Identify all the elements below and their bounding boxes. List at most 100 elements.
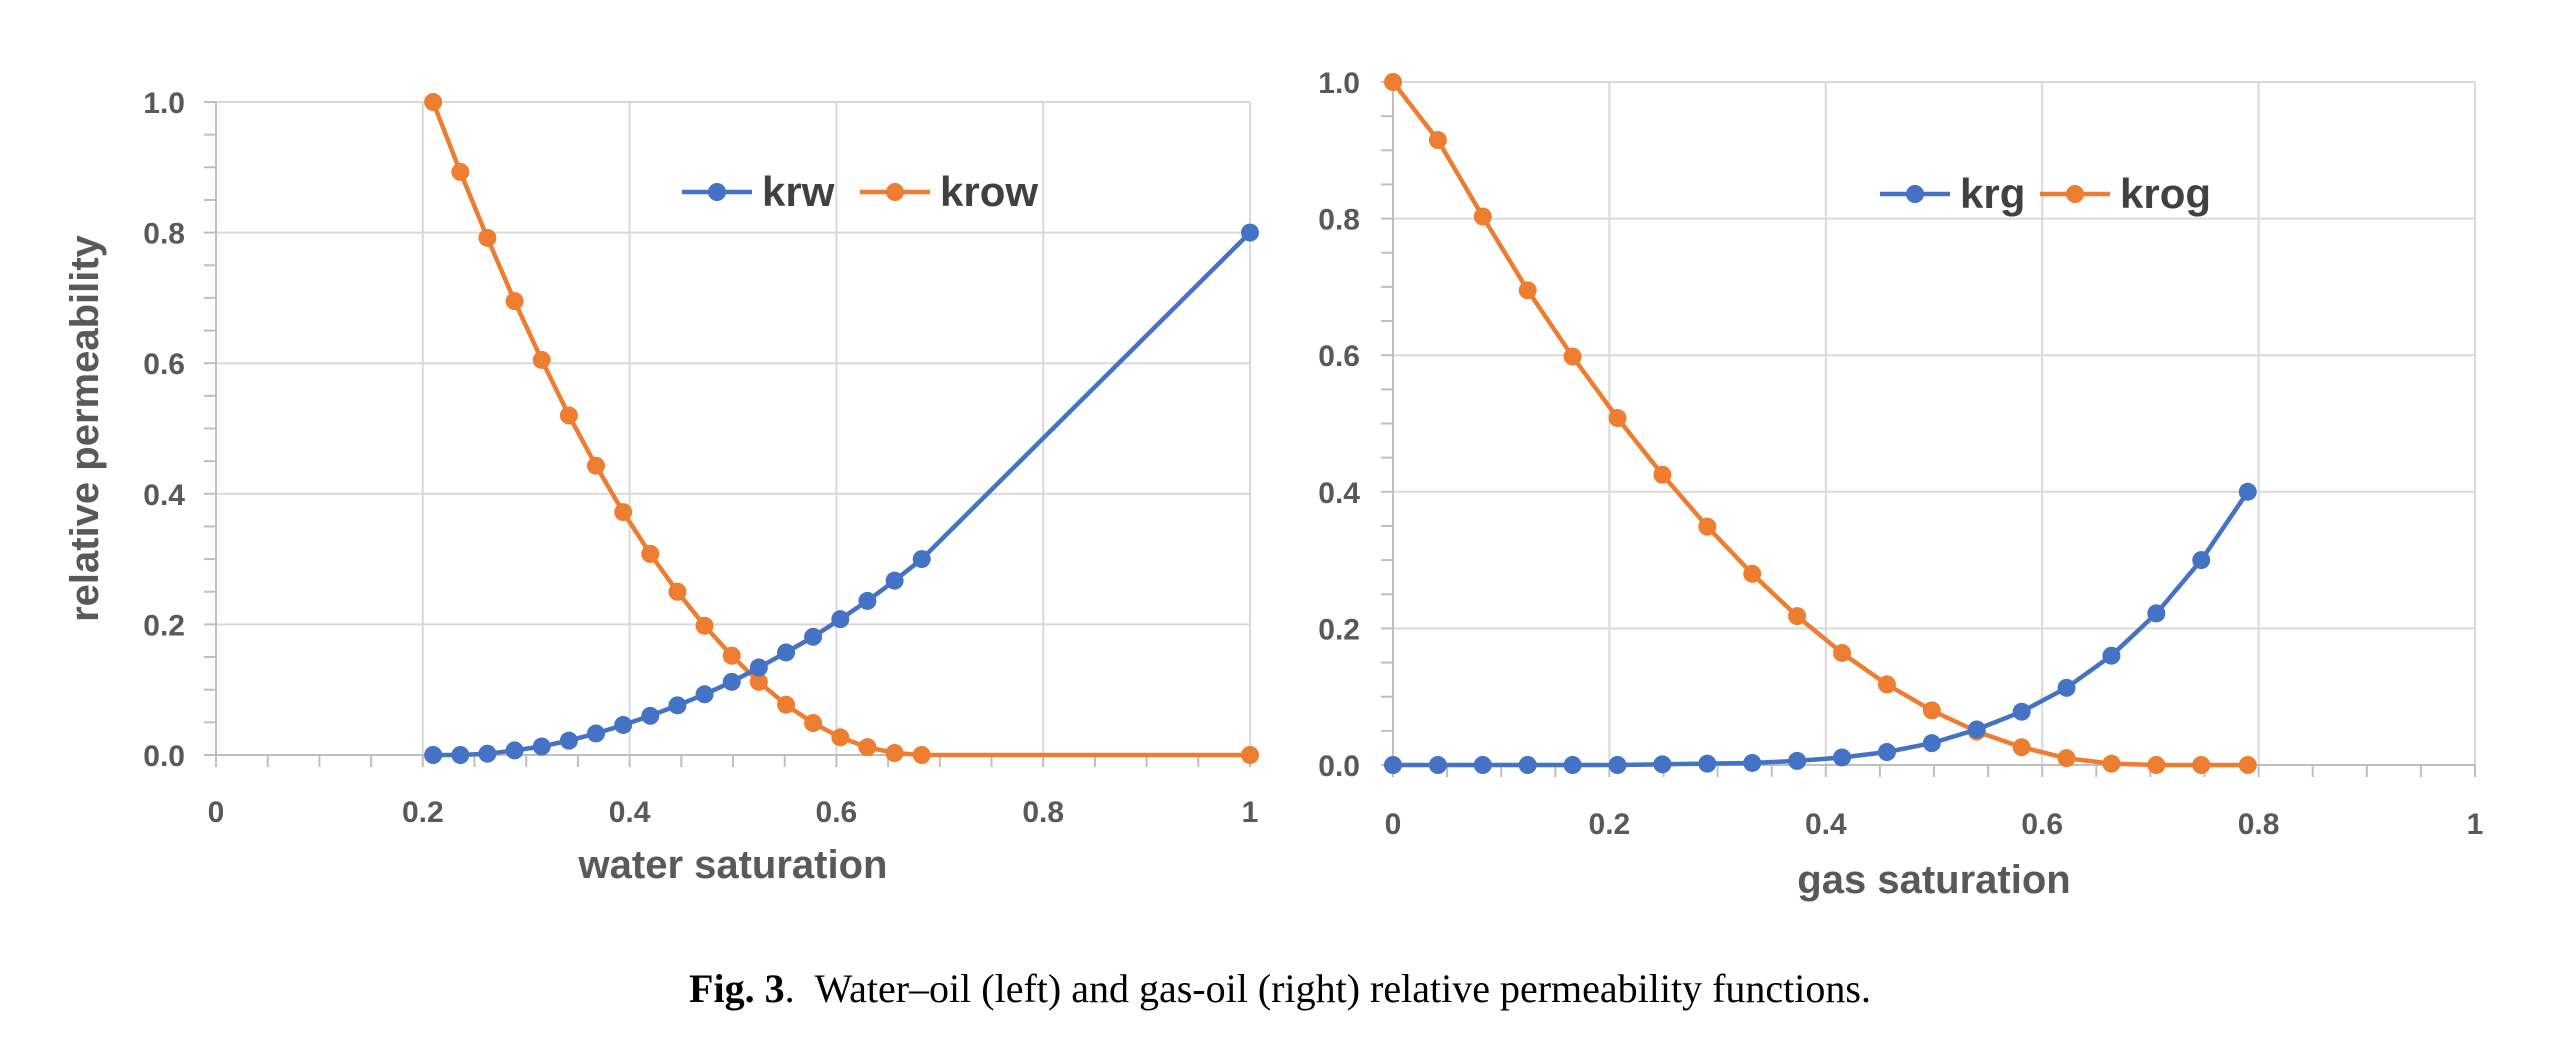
x-tick-label: 0.8 [2238, 808, 2280, 841]
data-point-krow [831, 728, 850, 747]
data-point-krw [559, 731, 578, 750]
x-tick-label: 0.6 [2021, 808, 2063, 841]
data-point-krw [885, 571, 904, 590]
x-tick-label: 0.8 [1022, 796, 1064, 829]
data-point-krog [2012, 738, 2031, 757]
data-point-krg [2012, 702, 2031, 721]
data-point-krog [1698, 517, 1717, 536]
data-point-krog [2102, 754, 2121, 773]
y-tick-label: 0.6 [143, 348, 185, 381]
y-tick-label: 0.0 [1318, 750, 1360, 783]
data-point-krw [505, 741, 524, 760]
data-point-krow [695, 616, 714, 635]
data-point-krw [912, 550, 931, 569]
data-point-krog [1788, 607, 1807, 626]
data-point-krog [1922, 701, 1941, 720]
data-point-krog [1877, 675, 1896, 694]
y-tick-label: 0.2 [1318, 613, 1360, 646]
data-point-krw [804, 627, 823, 646]
legend-marker-krw [708, 183, 726, 201]
legend-label-krog: krog [2120, 170, 2211, 217]
y-tick-label: 0.8 [143, 218, 185, 251]
data-point-krw [668, 696, 687, 715]
y-axis-title: relative permeability [63, 234, 107, 622]
data-point-krow [858, 738, 877, 757]
y-tick-label: 0.4 [143, 479, 185, 512]
y-tick-label: 1.0 [143, 87, 185, 120]
data-point-krog [1473, 207, 1492, 226]
data-point-krog [1518, 281, 1537, 300]
data-point-krw [777, 643, 796, 662]
data-point-krog [1653, 465, 1672, 484]
data-point-krg [1743, 753, 1762, 772]
data-point-krw [478, 744, 497, 763]
data-point-krog [1563, 347, 1582, 366]
x-tick-label: 0.4 [1805, 808, 1847, 841]
data-point-krg [1833, 748, 1852, 767]
y-tick-label: 0.6 [1318, 340, 1360, 373]
data-point-krw [695, 685, 714, 704]
x-tick-label: 1 [1242, 796, 1259, 829]
data-point-krw [641, 706, 660, 725]
data-point-krog [1743, 564, 1762, 583]
legend-marker-krog [2066, 185, 2084, 203]
data-point-krg [2238, 482, 2257, 501]
legend-label-krow: krow [940, 168, 1038, 215]
data-point-krow [614, 503, 633, 522]
data-point-krg [1563, 756, 1582, 774]
x-axis-title: water saturation [578, 843, 888, 887]
y-tick-label: 1.0 [1318, 67, 1360, 100]
x-tick-label: 0.6 [816, 796, 858, 829]
data-point-krog [1384, 73, 1402, 91]
caption-label: Fig. 3 [689, 966, 785, 1011]
data-point-krw [1241, 223, 1259, 242]
data-point-krg [1877, 743, 1896, 762]
data-point-krw [586, 724, 605, 743]
data-point-krow [722, 646, 741, 665]
data-point-krow [586, 456, 605, 475]
data-point-krog [2238, 756, 2257, 774]
data-point-krg [1608, 756, 1627, 774]
data-point-krog [2057, 749, 2076, 768]
data-point-krow [804, 714, 823, 733]
legend-marker-krow [886, 183, 904, 201]
data-point-krg [1473, 756, 1492, 774]
data-point-krow [451, 162, 470, 181]
data-point-krow [749, 672, 768, 691]
y-tick-label: 0.2 [143, 609, 185, 642]
data-point-krog [1833, 643, 1852, 662]
data-point-krow [885, 744, 904, 763]
data-point-krow [641, 544, 660, 563]
data-point-krg [2192, 551, 2211, 570]
data-point-krw [532, 737, 551, 756]
data-point-krw [858, 591, 877, 610]
figure-caption: Fig. 3. Water–oil (left) and gas-oil (ri… [0, 965, 2560, 1012]
data-point-krw [831, 610, 850, 629]
y-tick-label: 0.4 [1318, 477, 1360, 510]
data-point-krog [2192, 756, 2211, 774]
data-point-krw [722, 672, 741, 691]
x-tick-label: 0.2 [402, 796, 444, 829]
legend-marker-krg [1906, 185, 1924, 203]
data-point-krow [668, 582, 687, 601]
data-point-krg [2057, 678, 2076, 697]
data-point-krg [1653, 755, 1672, 774]
legend-label-krg: krg [1960, 170, 2025, 217]
x-tick-label: 0.4 [609, 796, 651, 829]
data-point-krow [912, 746, 931, 764]
data-point-krow [424, 93, 443, 111]
data-point-krg [1922, 734, 1941, 753]
x-tick-label: 0.2 [1589, 808, 1631, 841]
data-point-krog [1608, 409, 1627, 428]
data-point-krow [478, 228, 497, 247]
data-point-krg [1698, 754, 1717, 773]
data-point-krg [1384, 756, 1402, 774]
series-line-krow [431, 101, 1250, 758]
x-axis-title: gas saturation [1797, 858, 2070, 902]
data-point-krg [1967, 720, 1986, 739]
data-point-krw [451, 746, 470, 764]
water-oil-chart: 0 0.2 0.4 0.6 0.8 1 0.0 0.2 0.4 0.6 0.8 1.0 water sa… [63, 87, 1259, 887]
data-point-krow [532, 350, 551, 369]
y-tick-label: 0.0 [143, 740, 185, 773]
